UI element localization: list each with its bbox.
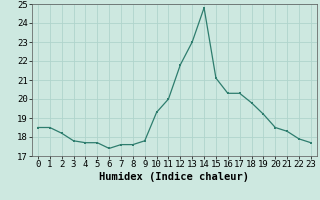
X-axis label: Humidex (Indice chaleur): Humidex (Indice chaleur) <box>100 172 249 182</box>
